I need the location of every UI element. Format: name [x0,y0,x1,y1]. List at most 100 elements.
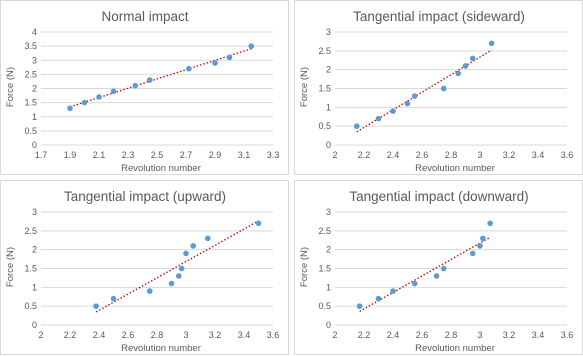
y-tick-label: 1.5 [24,264,37,274]
y-tick-label: 2 [326,245,331,255]
data-point [455,70,462,77]
chart-tangential-sideward: Tangential impact (sideward) Revolution … [299,9,573,174]
y-tick-label: 2 [32,84,37,94]
data-point [375,295,382,302]
chart-normal-impact: Normal impact Revolution number Force (N… [5,9,279,174]
data-point [469,55,476,62]
chart-title: Tangential impact (sideward) [353,9,525,24]
chart-panel-tangential-sideward: Tangential impact (sideward) Revolution … [294,0,583,175]
data-point [477,243,483,249]
y-axis-label: Force (N) [5,247,16,287]
data-point [67,105,73,112]
chart-panel-tangential-downward: Tangential impact (downward) Revolution … [294,180,583,355]
data-point [390,108,396,114]
data-point [411,280,418,287]
x-tick-label: 2 [38,330,43,340]
data-point [462,63,469,69]
data-point [96,94,102,100]
x-tick-label: 3.2 [209,330,222,340]
plot-area: 0 0.5 1 1.5 2 2.5 3 2 2.2 2.4 2.6 2.8 3 3.2 3.4 3.6 [318,27,573,160]
x-tick-label: 3.4 [532,150,545,160]
y-tick-label: 3 [326,27,331,37]
data-point [469,250,476,257]
x-axis-label: Revolution number [415,163,495,174]
x-tick-label: 1.9 [64,150,77,160]
x-tick-label: 1.7 [35,150,48,160]
y-tick-label: 2.5 [318,46,331,56]
x-tick-label: 2 [332,330,337,340]
y-tick-label: 1 [32,112,37,122]
data-point [488,40,495,47]
x-tick-label: 2.4 [387,150,400,160]
data-point [110,88,117,95]
x-tick-label: 2.5 [151,150,164,160]
data-point [93,303,99,309]
y-tick-label: 0 [326,320,331,330]
chart-title: Tangential impact (downward) [349,189,528,204]
data-point [168,280,175,287]
data-point [110,295,117,302]
x-tick-label: 2.6 [416,330,429,340]
data-point [356,303,363,309]
x-tick-label: 3.2 [503,150,516,160]
y-tick-label: 1.5 [24,98,37,108]
data-point [132,82,139,89]
x-tick-label: 2.8 [445,150,458,160]
x-tick-label: 3.6 [267,330,280,340]
chart-title: Normal impact [101,9,188,24]
data-point [183,250,189,257]
y-tick-label: 0.5 [318,301,331,311]
y-axis-label: Force (N) [5,67,16,107]
y-tick-label: 0.5 [24,126,37,136]
x-tick-label: 2.2 [358,330,371,340]
trendline [95,220,259,313]
y-tick-label: 0 [326,140,331,150]
plot-area: 0 0.5 1 1.5 2 2.5 3 3.5 4 1.7 1.9 2.1 2.3 2.5 2.7 2.9 3.… [24,27,279,160]
data-point [175,273,182,279]
data-point [353,123,360,129]
x-tick-label: 2.6 [122,330,135,340]
trendline [359,236,491,312]
data-point [411,93,418,99]
x-tick-label: 2.4 [387,330,400,340]
plot-area: 0 0.5 1 1.5 2 2.5 3 2 2.2 2.4 2.6 2.8 3 3.2 3.4 3.6 [24,207,279,340]
x-tick-label: 2.9 [209,150,222,160]
x-tick-label: 3.4 [532,330,545,340]
data-point [248,43,255,49]
plot-area: 0 0.5 1 1.5 2 2.5 3 2 2.2 2.4 2.6 2.8 3 3.2 3.4 3.6 [318,207,573,340]
y-tick-label: 0 [32,140,37,150]
y-tick-label: 4 [32,27,37,37]
y-tick-label: 1.5 [318,264,331,274]
y-tick-label: 3 [32,55,37,65]
data-point [440,85,447,92]
y-axis-label: Force (N) [299,247,310,287]
y-tick-label: 0.5 [318,121,331,131]
x-tick-label: 3.6 [561,150,574,160]
y-tick-label: 1.5 [318,84,331,94]
data-point [404,100,411,107]
x-tick-label: 3.3 [267,150,280,160]
x-tick-label: 3.6 [561,330,574,340]
x-tick-label: 3.2 [503,330,516,340]
x-tick-label: 2.8 [445,330,458,340]
y-tick-label: 1 [32,282,37,292]
data-point [212,60,218,66]
x-tick-label: 3 [477,330,482,340]
y-tick-label: 2.5 [24,226,37,236]
x-tick-label: 2.8 [151,330,164,340]
data-point [440,265,447,272]
data-point [146,77,153,83]
x-tick-label: 3 [477,150,482,160]
x-tick-label: 2.3 [122,150,135,160]
data-point [390,288,396,294]
y-tick-label: 3 [326,207,331,217]
data-point [480,235,486,242]
y-tick-label: 3.5 [24,41,37,51]
x-tick-label: 2 [332,150,337,160]
chart-panel-tangential-upward: Tangential impact (upward) Revolution nu… [0,180,289,355]
y-tick-label: 0 [32,320,37,330]
y-tick-label: 2.5 [24,69,37,79]
x-tick-label: 2.2 [64,330,77,340]
data-point [255,220,262,227]
data-point [433,273,440,279]
